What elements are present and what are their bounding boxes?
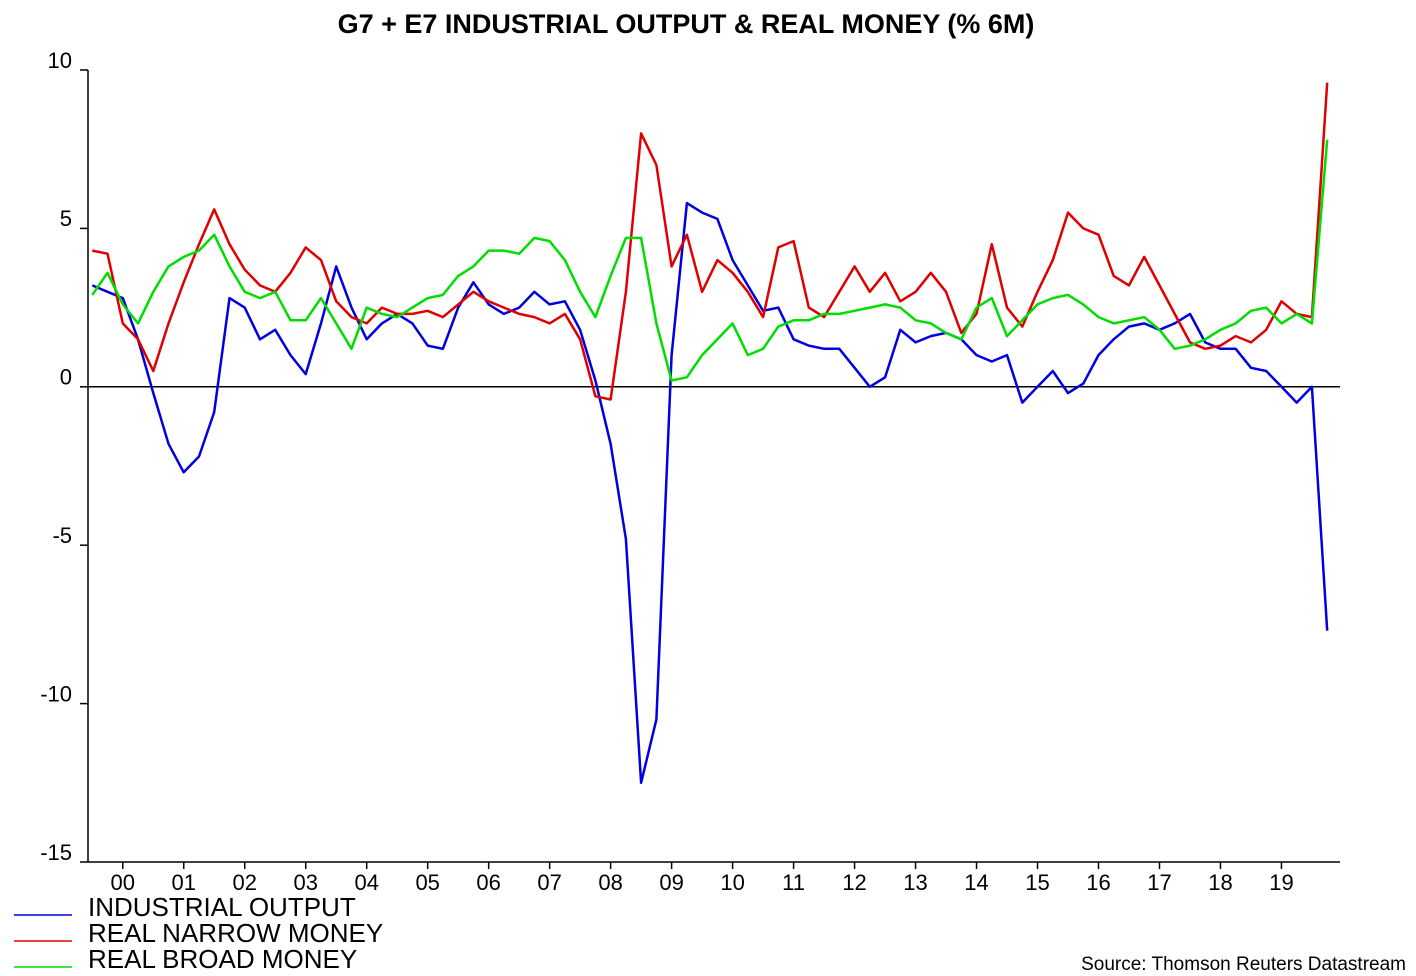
legend-label: REAL NARROW MONEY [88,918,383,948]
x-tick-label: 09 [659,870,683,895]
x-tick-label: 15 [1025,870,1049,895]
x-tick-label: 08 [598,870,622,895]
series-line [92,82,1329,401]
x-tick-label: 14 [964,870,988,895]
source-note: Source: Thomson Reuters Datastream [1081,954,1406,975]
x-tick-label: 10 [720,870,744,895]
y-tick-label: 10 [48,48,72,73]
chart-title: G7 + E7 INDUSTRIAL OUTPUT & REAL MONEY (… [338,9,1035,39]
x-tick-label: 17 [1147,870,1171,895]
y-tick-label: -15 [40,840,72,865]
y-tick-label: -5 [52,523,72,548]
y-tick-label: 0 [60,365,72,390]
legend-label: REAL BROAD MONEY [88,944,357,974]
x-tick-label: 05 [415,870,439,895]
x-tick-label: 06 [476,870,500,895]
legend-label: INDUSTRIAL OUTPUT [88,892,356,922]
x-tick-label: 02 [232,870,256,895]
x-tick-label: 12 [842,870,866,895]
series-line [91,139,1329,382]
x-tick-label: 07 [537,870,561,895]
y-tick-label: -10 [40,681,72,706]
x-tick-label: 04 [354,870,378,895]
x-tick-label: 18 [1208,870,1232,895]
x-tick-label: 16 [1086,870,1110,895]
x-tick-label: 01 [172,870,196,895]
x-tick-label: 03 [293,870,317,895]
x-tick-label: 11 [782,870,805,895]
x-tick-label: 00 [111,870,135,895]
x-tick-label: 19 [1269,870,1293,895]
y-tick-label: 5 [60,206,72,231]
x-tick-label: 13 [903,870,927,895]
series-line [91,201,1329,785]
